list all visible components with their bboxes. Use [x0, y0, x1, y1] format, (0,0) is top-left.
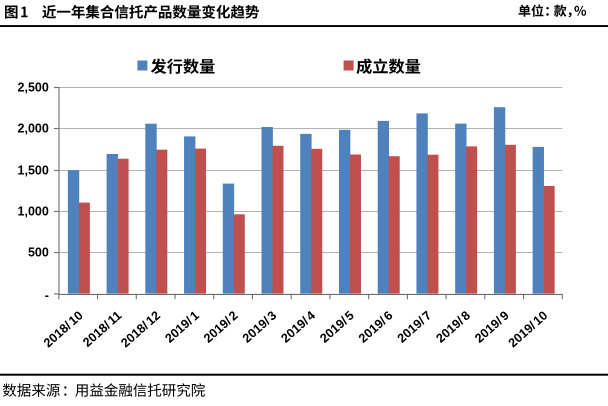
- svg-text:-: -: [45, 288, 49, 302]
- svg-text:2,500: 2,500: [18, 80, 49, 94]
- svg-text:2,000: 2,000: [18, 121, 49, 135]
- svg-text:1,000: 1,000: [18, 204, 49, 218]
- svg-text:1,500: 1,500: [18, 163, 49, 177]
- svg-text:500: 500: [28, 245, 49, 259]
